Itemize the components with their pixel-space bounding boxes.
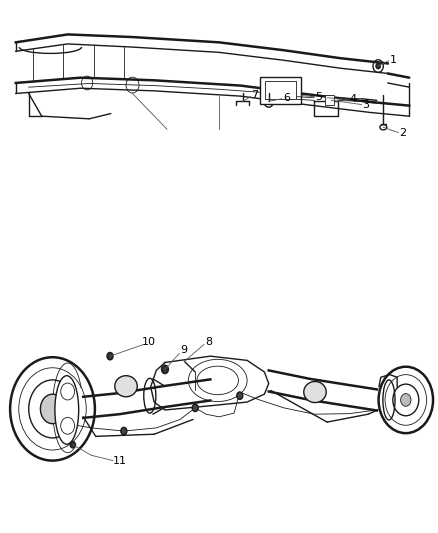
Bar bbox=[325, 95, 335, 104]
Circle shape bbox=[192, 404, 198, 411]
Ellipse shape bbox=[55, 376, 79, 444]
Text: 5: 5 bbox=[315, 92, 322, 102]
Circle shape bbox=[107, 352, 113, 360]
Circle shape bbox=[237, 392, 243, 399]
Text: 4: 4 bbox=[350, 94, 357, 104]
Text: 1: 1 bbox=[389, 55, 396, 64]
Bar bbox=[260, 77, 301, 104]
Text: 10: 10 bbox=[142, 337, 156, 347]
Circle shape bbox=[121, 427, 127, 435]
Text: 9: 9 bbox=[180, 345, 187, 355]
Bar bbox=[265, 82, 296, 99]
Circle shape bbox=[162, 365, 168, 374]
Circle shape bbox=[70, 442, 75, 448]
Text: 7: 7 bbox=[251, 90, 258, 100]
Text: 11: 11 bbox=[113, 456, 127, 466]
Circle shape bbox=[376, 63, 380, 69]
Text: 8: 8 bbox=[205, 337, 212, 347]
Text: 2: 2 bbox=[399, 127, 406, 138]
Text: 6: 6 bbox=[283, 93, 290, 103]
Text: 3: 3 bbox=[363, 100, 370, 110]
Ellipse shape bbox=[304, 382, 326, 402]
Circle shape bbox=[40, 394, 65, 424]
Ellipse shape bbox=[115, 376, 137, 397]
Circle shape bbox=[401, 393, 411, 406]
